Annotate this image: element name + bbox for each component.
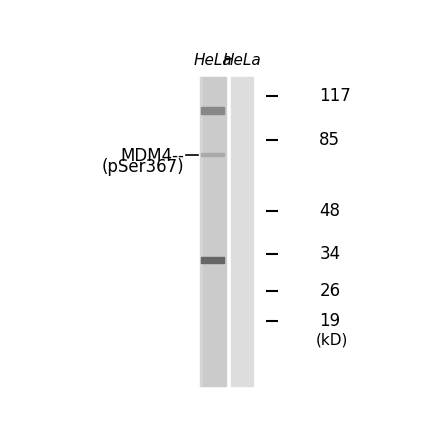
Bar (201, 257, 224, 263)
Text: 117: 117 (319, 87, 351, 105)
Text: MDM4--: MDM4-- (121, 147, 185, 165)
Text: (kD): (kD) (316, 333, 348, 348)
Text: (pSer367): (pSer367) (102, 158, 185, 176)
Text: 34: 34 (319, 245, 341, 263)
Bar (201, 107, 224, 114)
Bar (200, 77, 202, 386)
Text: 26: 26 (319, 282, 341, 299)
Text: 19: 19 (319, 312, 341, 330)
Bar (200, 77, 202, 386)
Bar (231, 77, 253, 386)
Text: 85: 85 (319, 131, 340, 149)
Bar (200, 77, 226, 386)
Bar (200, 77, 202, 386)
Text: HeLa: HeLa (193, 53, 232, 68)
Text: 48: 48 (319, 202, 340, 220)
Bar (201, 153, 224, 157)
Text: HeLa: HeLa (222, 53, 261, 68)
